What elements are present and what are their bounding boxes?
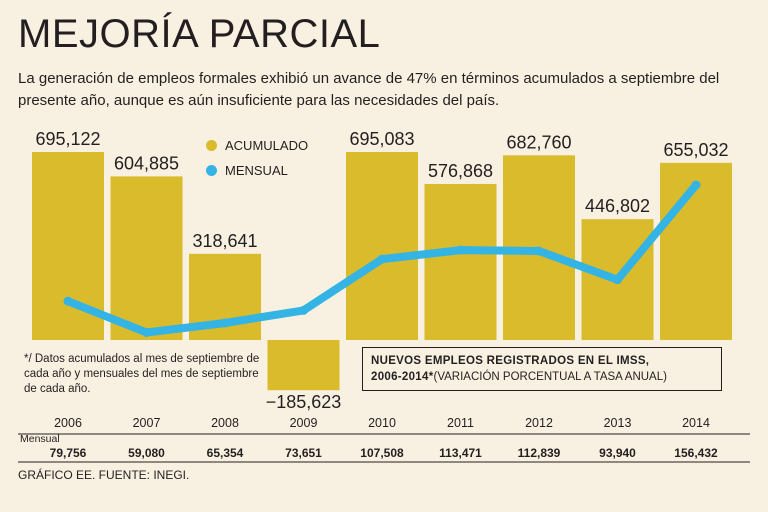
monthly-value-2006: 79,756 bbox=[50, 446, 87, 460]
x-tick-label-2009: 2009 bbox=[290, 416, 318, 430]
monthly-value-2007: 59,080 bbox=[128, 446, 165, 460]
source-credit: GRÁFICO EE. FUENTE: INEGI. bbox=[18, 468, 190, 482]
bar-2011 bbox=[424, 183, 497, 340]
monthly-row-label: Mensual bbox=[20, 433, 60, 445]
footnote: */ Datos acumulados al mes de septiembre… bbox=[24, 353, 260, 395]
monthly-value-2012: 112,839 bbox=[518, 446, 561, 460]
monthly-point-2013 bbox=[613, 275, 622, 285]
bar-value-label-2008: 318,641 bbox=[192, 231, 257, 251]
bar-value-label-2011: 576,868 bbox=[428, 161, 493, 181]
x-tick-label-2011: 2011 bbox=[447, 416, 474, 430]
bar-value-label-2012: 682,760 bbox=[506, 132, 571, 152]
legend-monthly-label: MENSUAL bbox=[225, 163, 288, 178]
x-tick-label-2012: 2012 bbox=[525, 416, 553, 430]
x-tick-label-2008: 2008 bbox=[211, 416, 239, 430]
x-tick-label-2006: 2006 bbox=[54, 416, 82, 430]
chart-title: MEJORÍA PARCIAL bbox=[18, 12, 381, 56]
monthly-value-2013: 93,940 bbox=[599, 446, 636, 460]
x-tick-label-2010: 2010 bbox=[368, 416, 396, 430]
monthly-value-2010: 107,508 bbox=[360, 446, 404, 460]
monthly-point-2014 bbox=[691, 180, 701, 190]
legend-monthly-swatch bbox=[206, 165, 217, 176]
bar-value-label-2009: −185,623 bbox=[266, 392, 342, 412]
bar-2010 bbox=[346, 152, 418, 340]
monthly-point-2009 bbox=[299, 305, 308, 315]
legend-accumulated-swatch bbox=[206, 140, 217, 151]
chart-subtitle: La generación de empleos formales exhibi… bbox=[18, 70, 720, 109]
bar-2014 bbox=[660, 162, 732, 340]
subchart-title-line1: NUEVOS EMPLEOS REGISTRADOS EN EL IMSS, bbox=[371, 355, 650, 367]
subchart-caption-box: NUEVOS EMPLEOS REGISTRADOS EN EL IMSS, 2… bbox=[362, 347, 722, 391]
x-tick-label-2007: 2007 bbox=[133, 416, 161, 430]
bar-value-label-2010: 695,083 bbox=[349, 129, 414, 149]
monthly-point-2012 bbox=[534, 246, 544, 256]
bar-value-label-2006: 695,122 bbox=[35, 129, 100, 149]
bar-2007 bbox=[110, 176, 183, 340]
monthly-point-2006 bbox=[63, 296, 73, 306]
bar-value-label-2013: 446,802 bbox=[585, 196, 650, 216]
legend-accumulated: ACUMULADO bbox=[206, 138, 308, 153]
monthly-point-2008 bbox=[220, 318, 230, 328]
subchart-title-regular: (VARIACIÓN PORCENTUAL A TASA ANUAL) bbox=[433, 371, 667, 383]
bar-2009 bbox=[267, 340, 340, 391]
x-tick-label-2013: 2013 bbox=[604, 416, 632, 430]
monthly-point-2010 bbox=[377, 254, 387, 264]
legend-accumulated-label: ACUMULADO bbox=[225, 138, 309, 153]
bar-value-label-2007: 604,885 bbox=[114, 153, 179, 173]
bar-value-label-2014: 655,032 bbox=[663, 140, 728, 160]
monthly-value-2014: 156,432 bbox=[674, 446, 718, 460]
subchart-title-line2: 2006-2014* bbox=[371, 371, 434, 383]
monthly-value-2009: 73,651 bbox=[285, 446, 322, 460]
monthly-point-2011 bbox=[456, 245, 465, 255]
legend-monthly: MENSUAL bbox=[206, 163, 288, 178]
monthly-value-2011: 113,471 bbox=[439, 446, 482, 460]
x-tick-label-2014: 2014 bbox=[682, 416, 710, 430]
monthly-value-2008: 65,354 bbox=[207, 446, 244, 460]
monthly-point-2007 bbox=[142, 327, 151, 337]
